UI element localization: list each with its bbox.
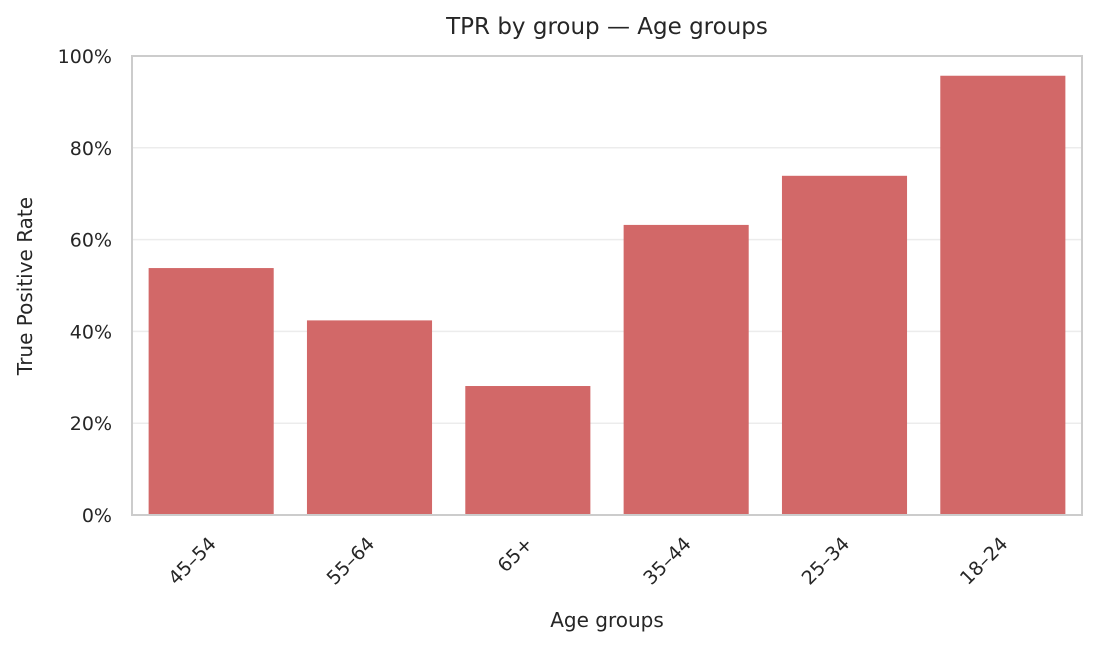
- x-tick-label: 18–24: [956, 533, 1012, 589]
- x-tick-label: 65+: [493, 533, 537, 577]
- x-tick-label: 55–64: [323, 533, 379, 589]
- y-tick-labels: 0% 20% 40% 60% 80% 100%: [58, 46, 112, 527]
- chart-title: TPR by group — Age groups: [445, 14, 768, 40]
- bar-55–64: [306, 320, 433, 515]
- y-tick-label: 100%: [58, 46, 112, 68]
- bar-65+: [465, 386, 591, 515]
- bar-35–44: [623, 224, 749, 516]
- bar-18–24: [940, 75, 1066, 515]
- y-tick-label: 40%: [70, 321, 112, 343]
- y-tick-label: 80%: [70, 138, 112, 160]
- bar-45–54: [148, 268, 274, 515]
- x-tick-labels: 45–54 55–64 65+ 35–44 25–34 18–24: [164, 533, 1012, 589]
- x-tick-label: 35–44: [639, 533, 695, 589]
- y-tick-label: 60%: [70, 230, 112, 252]
- x-axis-label: Age groups: [550, 608, 664, 632]
- y-tick-label: 0%: [82, 505, 112, 527]
- y-tick-label: 20%: [70, 413, 112, 435]
- bar-25–34: [781, 175, 908, 515]
- plot-frame: [131, 55, 1083, 516]
- y-axis-label: True Positive Rate: [13, 197, 37, 376]
- x-tick-label: 45–54: [164, 533, 220, 589]
- gridlines: [132, 147, 1082, 424]
- x-tick-label: 25–34: [798, 533, 854, 589]
- bars: [148, 75, 1066, 516]
